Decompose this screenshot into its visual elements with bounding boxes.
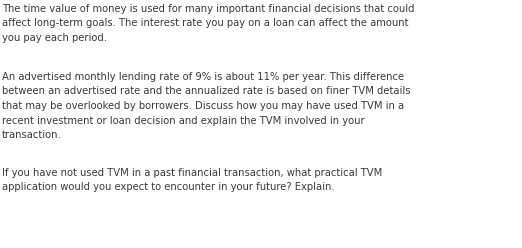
Text: If you have not used TVM in a past financial transaction, what practical TVM: If you have not used TVM in a past finan…: [2, 168, 382, 178]
Text: affect long-term goals. The interest rate you pay on a loan can affect the amoun: affect long-term goals. The interest rat…: [2, 19, 409, 29]
Text: you pay each period.: you pay each period.: [2, 33, 107, 43]
Text: between an advertised rate and the annualized rate is based on finer TVM details: between an advertised rate and the annua…: [2, 87, 410, 96]
Text: The time value of money is used for many important financial decisions that coul: The time value of money is used for many…: [2, 4, 414, 14]
Text: An advertised monthly lending rate of 9% is about 11% per year. This difference: An advertised monthly lending rate of 9%…: [2, 72, 404, 82]
Text: recent investment or loan decision and explain the TVM involved in your: recent investment or loan decision and e…: [2, 116, 365, 125]
Text: that may be overlooked by borrowers. Discuss how you may have used TVM in a: that may be overlooked by borrowers. Dis…: [2, 101, 404, 111]
Text: application would you expect to encounter in your future? Explain.: application would you expect to encounte…: [2, 183, 335, 192]
Text: transaction.: transaction.: [2, 130, 62, 140]
